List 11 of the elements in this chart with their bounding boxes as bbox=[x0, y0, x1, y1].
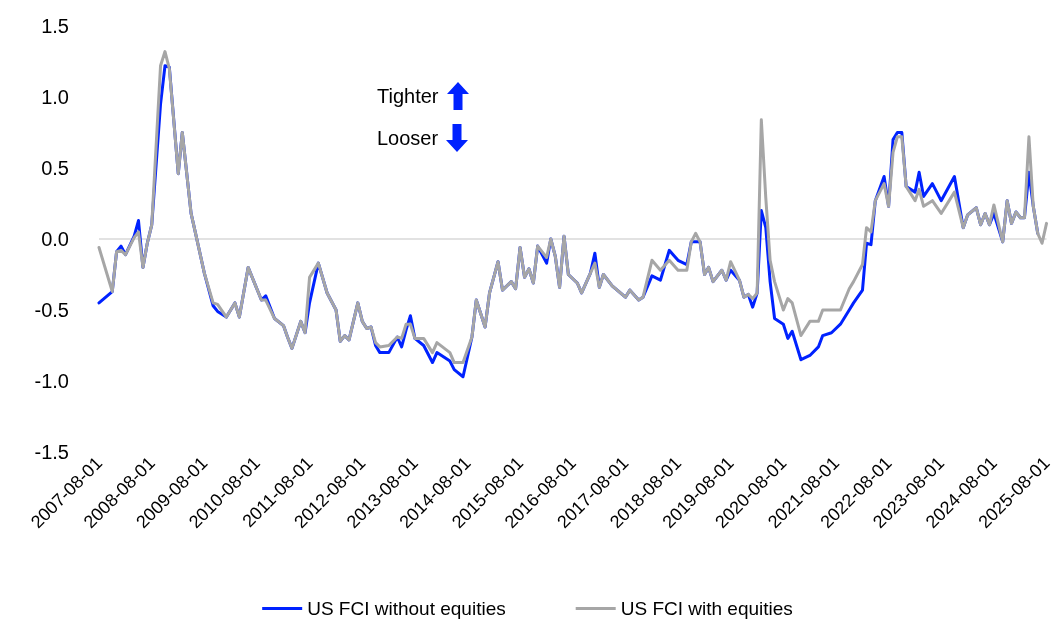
y-tick-label: 0.0 bbox=[41, 228, 69, 250]
y-tick-label: 1.5 bbox=[41, 15, 69, 37]
y-tick-label: -0.5 bbox=[34, 299, 69, 321]
y-tick-label: -1.5 bbox=[34, 441, 69, 463]
legend-label: US FCI with equities bbox=[620, 598, 793, 619]
legend-label: US FCI without equities bbox=[307, 598, 506, 619]
y-tick-label: 0.5 bbox=[41, 157, 69, 179]
y-tick-label: 1.0 bbox=[41, 86, 69, 108]
y-tick-label: -1.0 bbox=[34, 370, 69, 392]
annotation: Tighter bbox=[377, 84, 439, 108]
annotation: Looser bbox=[377, 126, 439, 150]
